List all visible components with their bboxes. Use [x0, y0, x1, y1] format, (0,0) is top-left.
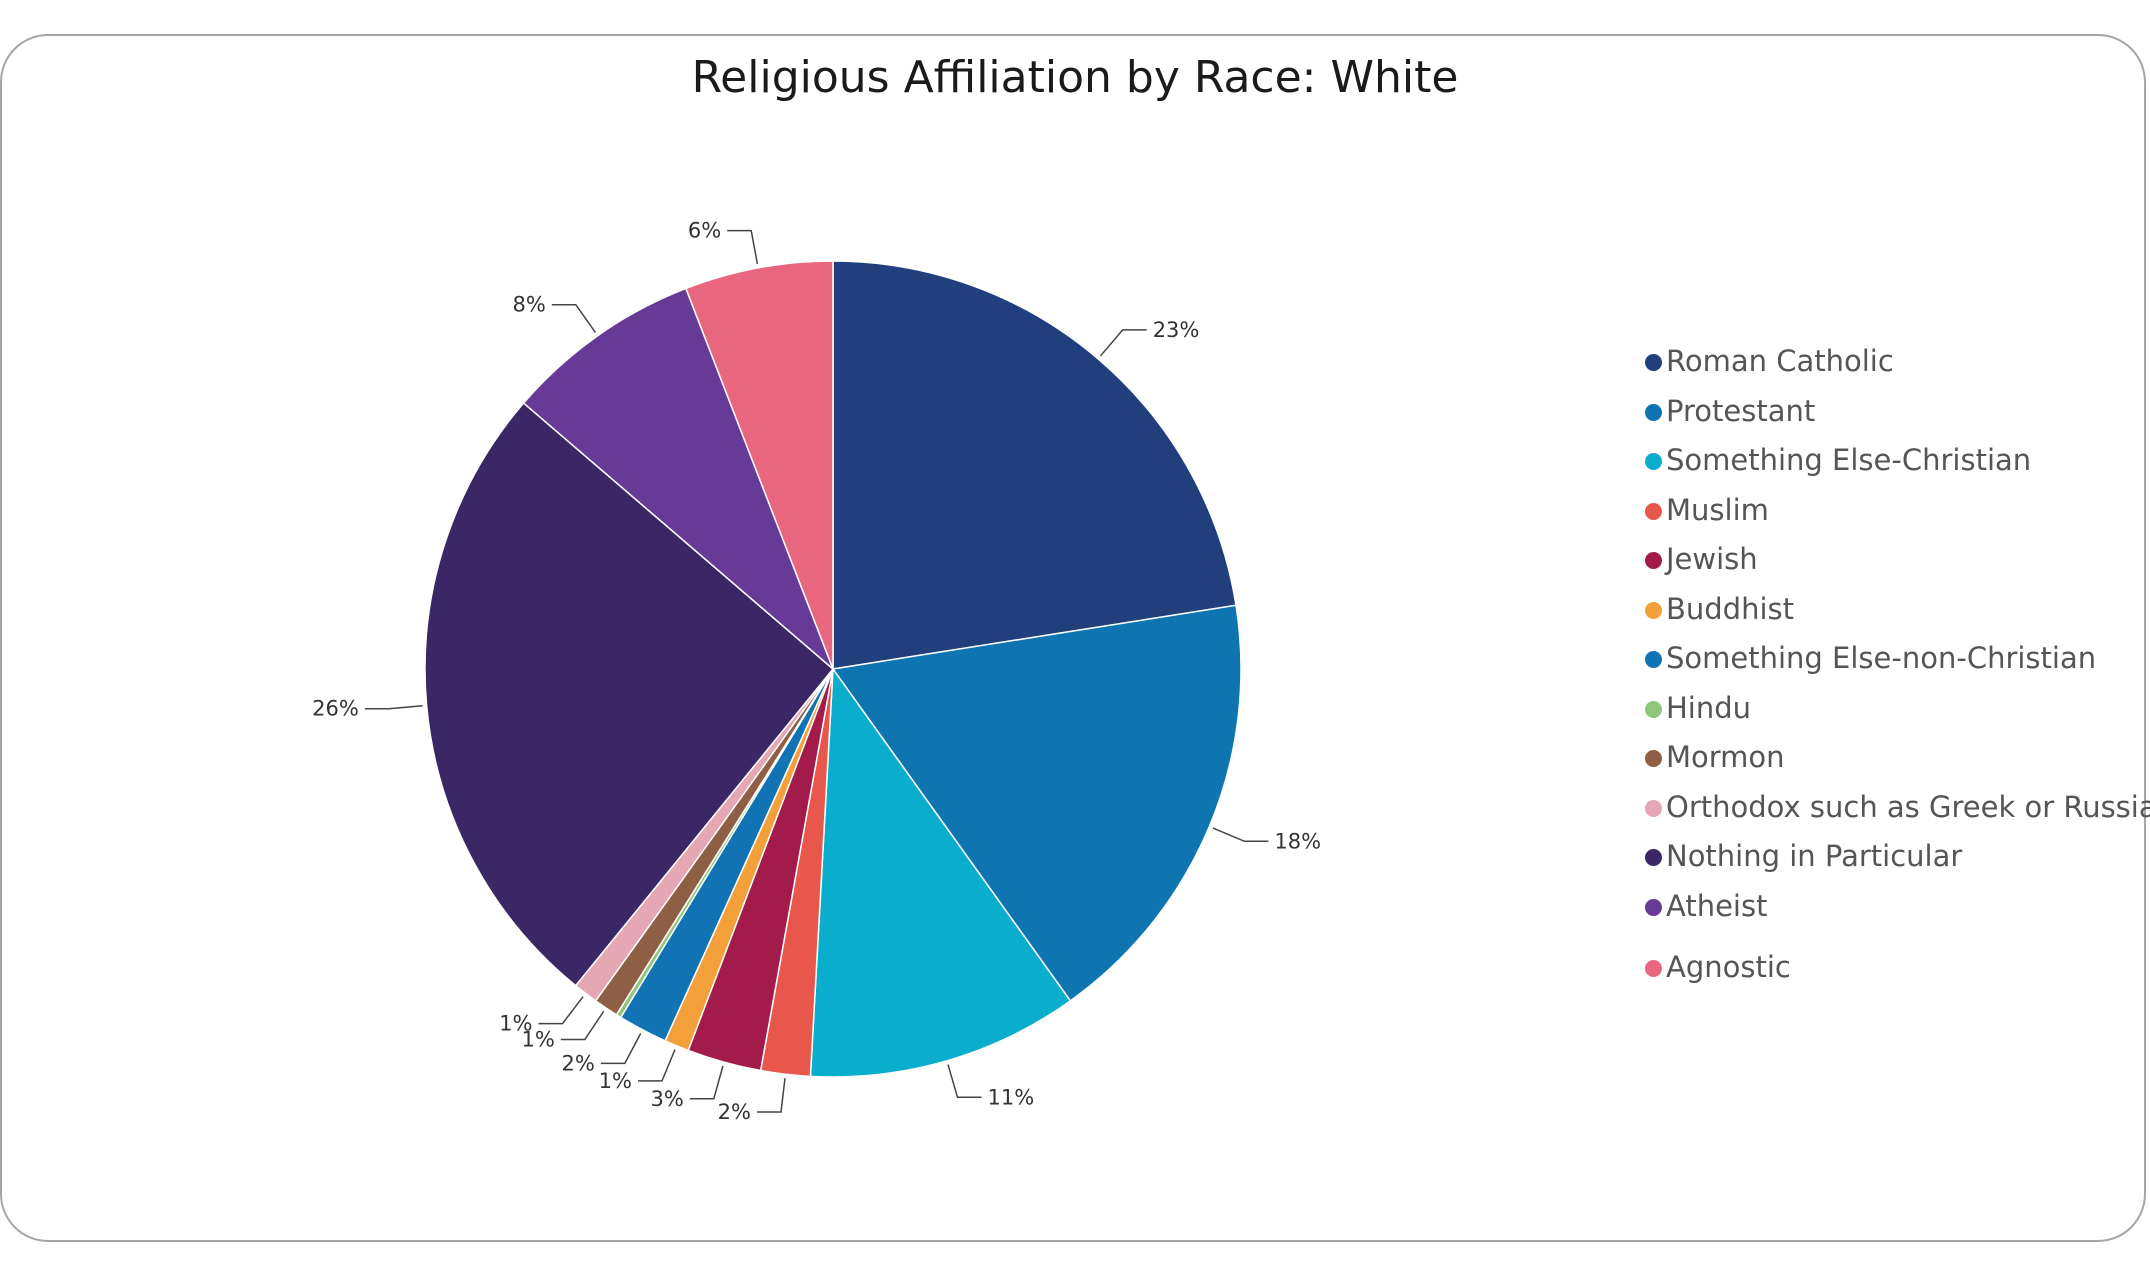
leader-line	[727, 229, 759, 265]
legend-label: Buddhist	[1666, 591, 1795, 626]
legend-marker	[1645, 502, 1662, 520]
legend-marker	[1645, 700, 1662, 718]
data-label: 8%	[512, 293, 545, 317]
pie-slice-roman-catholic	[832, 260, 1237, 670]
legend-marker	[1645, 849, 1662, 866]
legend-label: Hindu	[1666, 690, 1752, 725]
data-label: 1%	[499, 1012, 532, 1036]
data-label: 2%	[718, 1100, 751, 1124]
leader-line	[689, 1065, 724, 1100]
legend-marker	[1645, 799, 1662, 817]
legend-label: Agnostic	[1666, 950, 1791, 984]
legend-label: Protestant	[1666, 393, 1816, 428]
leader-line	[1100, 329, 1147, 357]
legend-marker	[1645, 898, 1662, 916]
legend-marker	[1645, 552, 1662, 569]
pie-slice-protestant	[831, 604, 1242, 1002]
legend-label: Something Else-non-Christian	[1666, 641, 2097, 675]
legend-marker	[1645, 960, 1662, 977]
data-label: 18%	[1274, 829, 1321, 853]
pie-slice-something-else-christian	[809, 666, 1072, 1078]
leader-line	[1212, 827, 1269, 843]
legend-marker	[1645, 750, 1662, 767]
leader-line	[638, 1049, 676, 1082]
leader-line	[757, 1078, 786, 1113]
legend-label: Something Else-Christian	[1666, 443, 2032, 477]
data-label: 1%	[599, 1069, 632, 1093]
leader-line	[364, 704, 423, 710]
legend-label: Jewish	[1666, 542, 1758, 576]
legend-marker	[1645, 354, 1662, 371]
legend-marker	[1645, 601, 1662, 619]
leader-line	[600, 1033, 642, 1065]
data-label: 2%	[561, 1051, 594, 1075]
pie-slice-nothing-in-particular	[424, 401, 835, 987]
leader-line	[551, 303, 597, 333]
data-label: 26%	[312, 697, 359, 721]
data-label: 11%	[988, 1085, 1035, 1109]
legend-marker	[1645, 403, 1662, 421]
legend-label: Orthodox such as Greek or Russian	[1666, 789, 2150, 824]
data-label: 6%	[688, 219, 721, 243]
pie-slice-atheist	[522, 287, 834, 670]
leader-line	[538, 996, 584, 1025]
legend-label: Muslim	[1666, 492, 1769, 527]
legend-marker	[1645, 453, 1662, 470]
legend-label: Roman Catholic	[1666, 344, 1894, 378]
legend-label: Nothing in Particular	[1666, 839, 1963, 873]
leader-line	[560, 1010, 605, 1041]
legend-label: Mormon	[1666, 740, 1785, 774]
legend-label: Atheist	[1666, 888, 1768, 923]
pie-slice-agnostic	[684, 260, 834, 670]
legend-marker	[1645, 651, 1662, 668]
data-label: 1%	[521, 1028, 554, 1052]
data-label: 3%	[650, 1087, 683, 1111]
chart-title: Religious Affiliation by Race: White	[691, 52, 1459, 103]
leader-line	[947, 1064, 982, 1099]
data-label: 23%	[1153, 318, 1200, 342]
